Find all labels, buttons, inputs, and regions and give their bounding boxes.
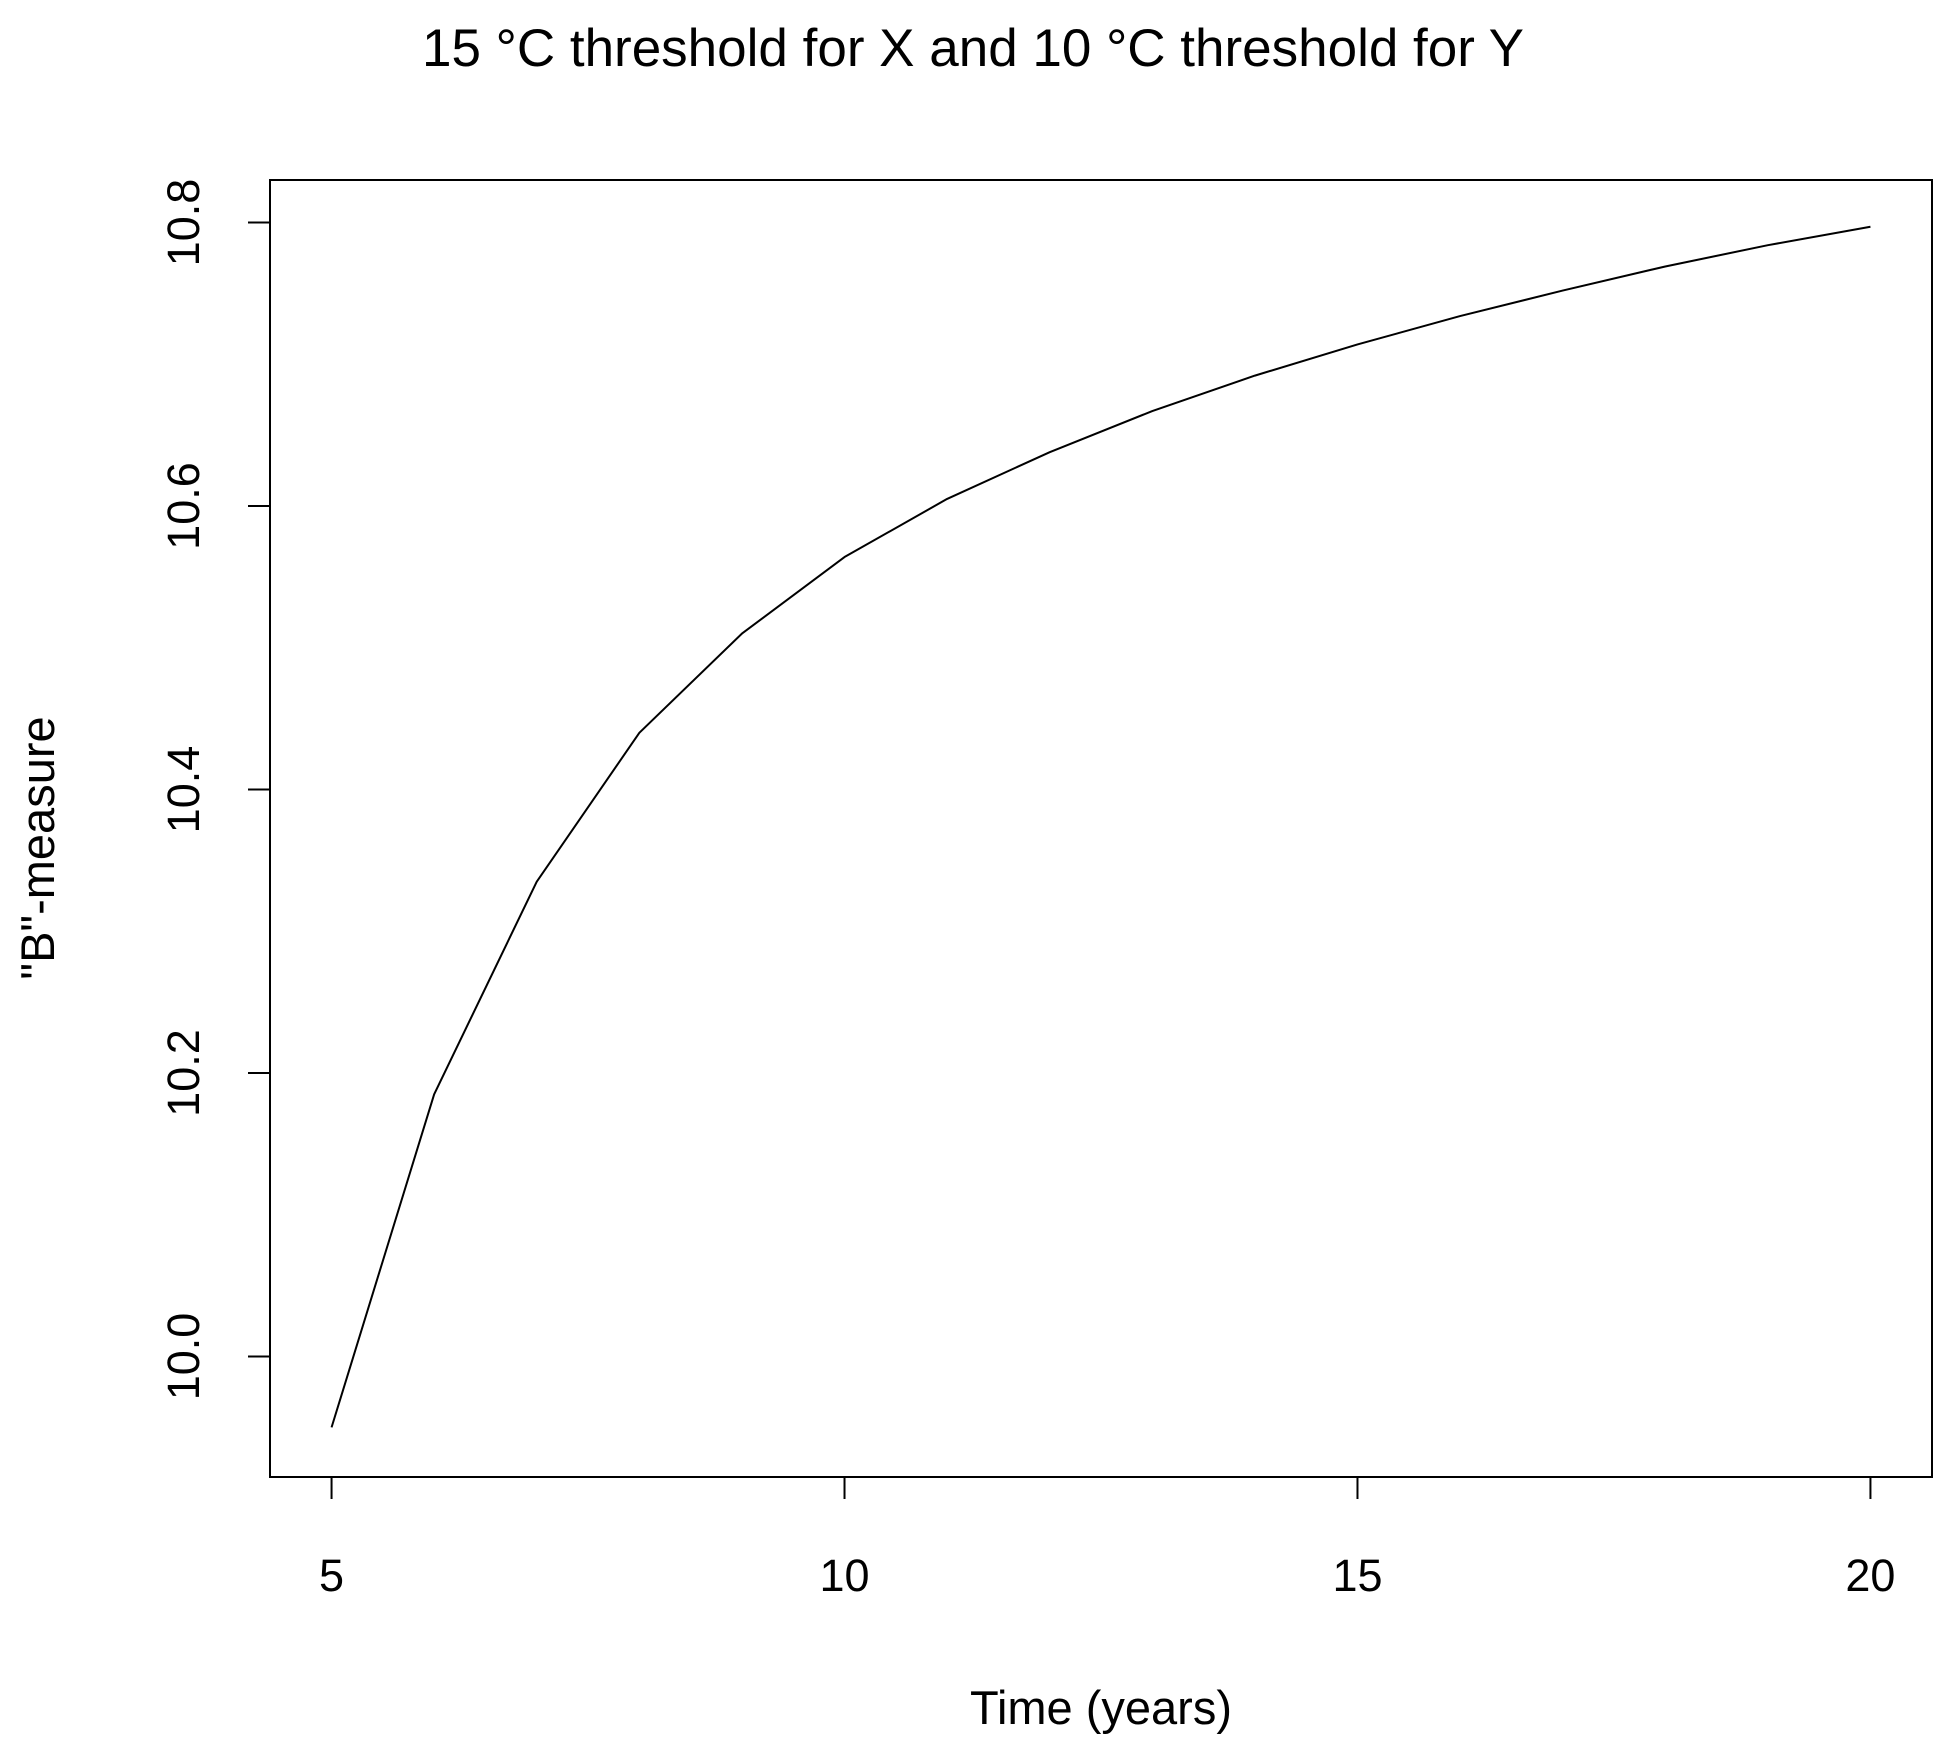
y-tick-label: 10.8 (158, 179, 209, 267)
plot-area-frame (269, 179, 1933, 1478)
x-tick-label: 10 (819, 1550, 869, 1601)
y-tick-label: 10.2 (158, 1029, 209, 1117)
series-line (330, 225, 1871, 1428)
x-tick-label: 5 (319, 1550, 344, 1601)
x-tick-label: 20 (1845, 1550, 1895, 1601)
y-axis-label: "B"-measure (11, 716, 64, 979)
chart-title: 15 °C threshold for X and 10 °C threshol… (422, 19, 1524, 78)
x-tick-label: 15 (1332, 1550, 1382, 1601)
y-tick-label: 10.6 (158, 462, 209, 550)
x-axis-ticks: 5 10 15 20 (319, 1477, 1895, 1601)
y-tick-label: 10.0 (158, 1313, 209, 1401)
y-axis-ticks: 10.0 10.2 10.4 10.6 10.8 (158, 179, 270, 1401)
y-tick-label: 10.4 (158, 746, 209, 834)
data-points (331, 226, 1872, 1429)
x-axis-label: Time (years) (970, 1681, 1232, 1734)
